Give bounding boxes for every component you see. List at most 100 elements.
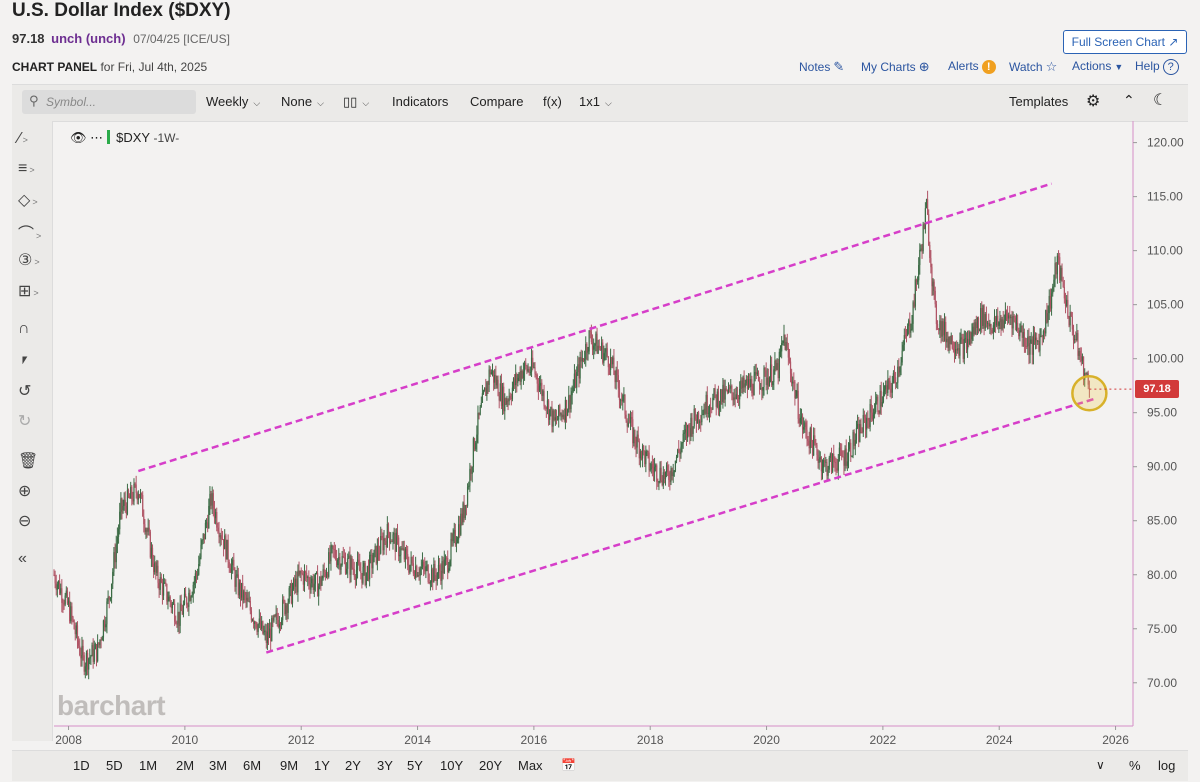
candle-body bbox=[178, 611, 180, 626]
function-button[interactable]: f(x) bbox=[543, 94, 562, 109]
candle-body bbox=[877, 396, 879, 412]
candle-body bbox=[254, 621, 256, 624]
candle-body bbox=[240, 582, 243, 598]
range-button-1d[interactable]: 1D bbox=[73, 758, 90, 773]
candle-body bbox=[975, 322, 977, 329]
candle-body bbox=[746, 379, 749, 389]
range-button-5d[interactable]: 5D bbox=[106, 758, 123, 773]
collapse-up-icon[interactable]: ⌃ bbox=[1123, 92, 1135, 108]
candle-body bbox=[1018, 330, 1020, 337]
percent-toggle[interactable]: % bbox=[1129, 758, 1141, 773]
candle-body bbox=[383, 538, 385, 551]
templates-button[interactable]: Templates bbox=[1009, 94, 1069, 109]
measure-tool-icon[interactable]: ⊞ > bbox=[18, 283, 39, 300]
candle-body bbox=[363, 563, 365, 567]
arc-tool-icon[interactable]: ⌒ > bbox=[18, 226, 42, 243]
range-button-6m[interactable]: 6M bbox=[243, 758, 262, 773]
undo-icon[interactable]: ↺ bbox=[18, 383, 32, 400]
candle-body bbox=[624, 395, 626, 415]
range-button-5y[interactable]: 5Y bbox=[407, 758, 423, 773]
channel-line-upper[interactable] bbox=[137, 182, 1052, 473]
magnet-icon[interactable]: ∩ bbox=[18, 320, 30, 337]
candle-body bbox=[347, 558, 349, 569]
watch-link[interactable]: Watch ☆ bbox=[1009, 59, 1057, 75]
overlay-dropdown[interactable]: None ⌵ bbox=[281, 94, 324, 109]
trash-icon[interactable]: 🗑 bbox=[18, 453, 39, 470]
more-dots-icon[interactable]: ⋯ bbox=[90, 130, 104, 145]
symbol-search-input[interactable]: Symbol... bbox=[22, 90, 196, 114]
range-button-2y[interactable]: 2Y bbox=[345, 758, 361, 773]
range-button-10y[interactable]: 10Y bbox=[440, 758, 464, 773]
candle-body bbox=[126, 490, 129, 514]
candle-body bbox=[263, 631, 265, 634]
candle-body bbox=[114, 552, 116, 563]
moon-icon[interactable]: ☾ bbox=[1153, 92, 1168, 109]
candle-body bbox=[1001, 319, 1003, 329]
candle-body bbox=[495, 375, 497, 386]
candle-body bbox=[294, 578, 296, 587]
double-chevron-down-icon[interactable]: ∨ bbox=[1096, 758, 1105, 772]
candle-body bbox=[348, 555, 350, 559]
candle-body bbox=[444, 557, 447, 560]
elliott-wave-tool-icon[interactable]: ③ > bbox=[18, 252, 40, 269]
candle-body bbox=[329, 552, 331, 562]
candle-body bbox=[1019, 330, 1021, 337]
fibonacci-tool-icon[interactable]: ≡ > bbox=[18, 160, 35, 177]
range-button-9m[interactable]: 9M bbox=[280, 758, 299, 773]
candle-body bbox=[679, 451, 681, 455]
indicators-button[interactable]: Indicators bbox=[392, 94, 449, 109]
candle-body bbox=[810, 428, 813, 442]
candle-body bbox=[655, 465, 657, 467]
candle-body bbox=[1029, 343, 1031, 355]
range-button-2m[interactable]: 2M bbox=[176, 758, 195, 773]
candle-body bbox=[889, 380, 891, 389]
shape-tool-icon[interactable]: ◇ > bbox=[18, 192, 38, 209]
chart-type-dropdown[interactable]: ▯▯ ⌵ bbox=[343, 94, 369, 110]
candle-body bbox=[454, 530, 456, 545]
candle-body bbox=[826, 462, 828, 476]
chart-panel-label: CHART PANEL for Fri, Jul 4th, 2025 bbox=[12, 60, 207, 74]
range-button-20y[interactable]: 20Y bbox=[479, 758, 503, 773]
candle-body bbox=[90, 656, 92, 658]
unlock-icon[interactable]: ⎖ bbox=[18, 351, 31, 368]
gear-icon[interactable]: ⚙ bbox=[1086, 93, 1101, 110]
candle-body bbox=[486, 382, 488, 397]
actions-menu[interactable]: Actions ▼ bbox=[1072, 59, 1123, 73]
range-button-1y[interactable]: 1Y bbox=[314, 758, 330, 773]
redo-icon[interactable]: ↻ bbox=[18, 413, 32, 430]
candle-body bbox=[213, 508, 216, 519]
log-toggle[interactable]: log bbox=[1158, 758, 1176, 773]
candle-body bbox=[298, 570, 300, 575]
candle-body bbox=[331, 545, 333, 547]
zoom-out-icon[interactable]: ⊖ bbox=[18, 513, 32, 530]
range-button-max[interactable]: Max bbox=[518, 758, 543, 773]
range-button-1m[interactable]: 1M bbox=[139, 758, 158, 773]
collapse-left-icon[interactable]: « bbox=[18, 550, 27, 567]
candle-body bbox=[1063, 286, 1065, 299]
compare-button[interactable]: Compare bbox=[470, 94, 524, 109]
eye-icon[interactable]: 👁 bbox=[70, 130, 87, 145]
zoom-in-icon[interactable]: ⊕ bbox=[18, 483, 32, 500]
candle-body bbox=[455, 542, 458, 545]
candle-body bbox=[297, 570, 299, 593]
trendline-tool-icon[interactable]: ∕ > bbox=[18, 130, 28, 147]
full-screen-chart-button[interactable]: Full Screen Chart ↗ bbox=[1063, 30, 1187, 54]
channel-line-lower[interactable] bbox=[265, 397, 1096, 654]
range-button-3m[interactable]: 3M bbox=[209, 758, 228, 773]
candle-body bbox=[547, 400, 550, 420]
range-button-3y[interactable]: 3Y bbox=[377, 758, 393, 773]
alerts-link[interactable]: Alerts! bbox=[948, 59, 996, 74]
candle-body bbox=[838, 447, 841, 460]
interval-dropdown[interactable]: Weekly ⌵ bbox=[206, 94, 260, 109]
help-link[interactable]: Help? bbox=[1135, 59, 1179, 75]
calendar-icon[interactable]: 📅 bbox=[561, 758, 576, 772]
candle-body bbox=[919, 249, 921, 266]
my-charts-link[interactable]: My Charts ⊕ bbox=[861, 59, 930, 75]
notes-link[interactable]: Notes ✎ bbox=[799, 59, 844, 75]
candle-body bbox=[816, 445, 818, 455]
candle-body bbox=[846, 461, 848, 466]
candle-body bbox=[976, 317, 979, 329]
candle-body bbox=[685, 429, 688, 439]
layout-dropdown[interactable]: 1x1 ⌵ bbox=[579, 94, 612, 109]
